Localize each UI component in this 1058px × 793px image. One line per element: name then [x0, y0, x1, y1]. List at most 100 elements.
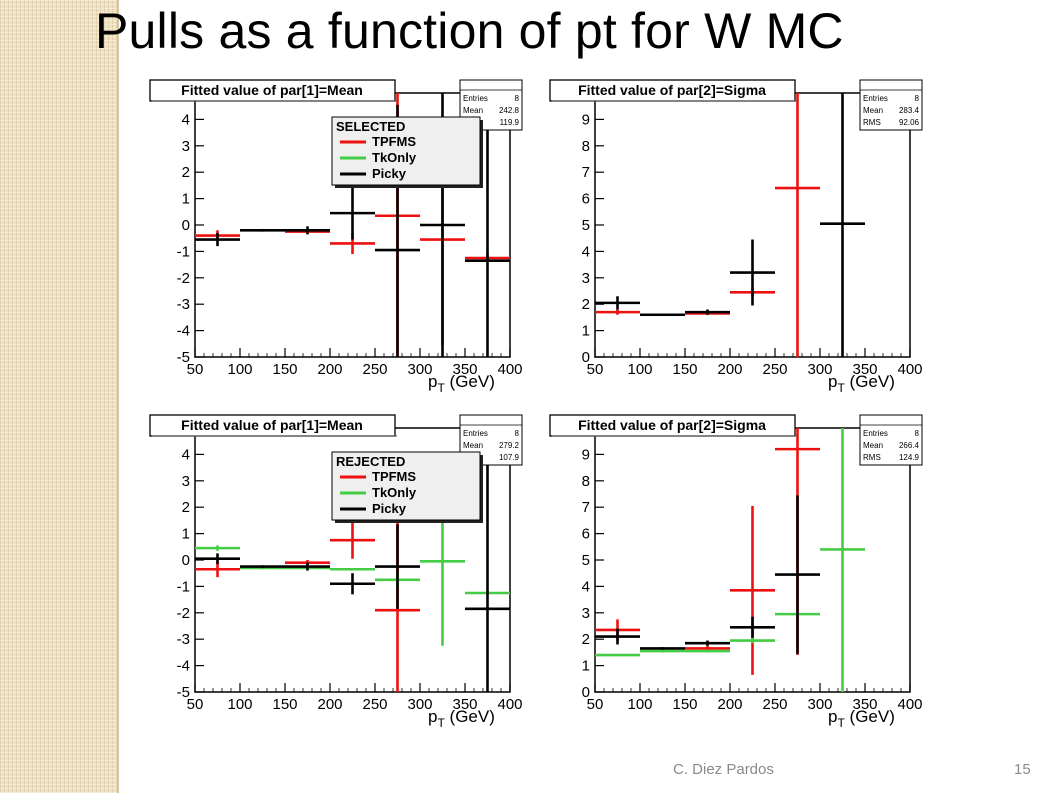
x-tick-label: 350: [852, 696, 877, 713]
y-tick-label: -2: [177, 605, 190, 622]
stats-value: 242.8: [499, 106, 520, 115]
data-point-picky: [240, 228, 285, 232]
y-tick-label: 4: [182, 111, 190, 128]
y-tick-label: 5: [582, 552, 590, 569]
chart-selected-mean: 50 100 150 200 250 300 350 400 -5 -4 -3 -2 -1 0 1 2 3 4 pT…: [149, 79, 523, 395]
x-tick-label: 200: [717, 696, 742, 713]
stats-label: Entries: [863, 94, 888, 103]
slide-title: Pulls as a function of pt for W MC: [95, 3, 844, 59]
x-tick-label: 50: [587, 361, 604, 378]
chart-title: Fitted value of par[1]=Mean: [181, 417, 363, 433]
x-tick-label: 350: [452, 696, 477, 713]
y-tick-label: 0: [182, 217, 190, 234]
stats-value: 8: [915, 429, 920, 438]
y-tick-label: 9: [582, 111, 590, 128]
y-tick-label: 4: [582, 243, 590, 260]
stats-label: Mean: [863, 441, 883, 450]
x-tick-label: 150: [272, 696, 297, 713]
y-tick-label: -2: [177, 270, 190, 287]
data-point-picky: [595, 628, 640, 645]
x-axis-label: pT (GeV): [828, 372, 895, 395]
legend-entry: TPFMS: [372, 469, 416, 484]
y-tick-label: 6: [582, 191, 590, 208]
y-tick-label: 7: [582, 164, 590, 181]
y-tick-label: 3: [182, 473, 190, 490]
x-tick-label: 400: [497, 361, 522, 378]
x-tick-label: 150: [672, 696, 697, 713]
x-tick-label: 300: [407, 361, 432, 378]
legend-title: REJECTED: [336, 454, 405, 469]
x-tick-label: 50: [587, 696, 604, 713]
y-tick-label: -3: [177, 631, 190, 648]
x-tick-label: 300: [807, 361, 832, 378]
legend-entry: TPFMS: [372, 134, 416, 149]
y-tick-label: 9: [582, 446, 590, 463]
data-point-tpfms: [195, 561, 240, 578]
data-point-tkonly: [730, 637, 775, 644]
stats-label: Mean: [463, 441, 483, 450]
y-tick-label: -4: [177, 658, 190, 675]
x-tick-label: 300: [407, 696, 432, 713]
stats-value: 266.4: [899, 441, 920, 450]
y-tick-label: 0: [582, 684, 590, 701]
data-point-picky: [330, 186, 375, 240]
x-tick-label: 400: [897, 696, 922, 713]
stats-value: 279.2: [499, 441, 520, 450]
data-point-picky: [375, 524, 420, 609]
stats-label: RMS: [863, 118, 881, 127]
legend-title: SELECTED: [336, 119, 405, 134]
stats-value: 119.9: [500, 118, 520, 127]
x-tick-label: 250: [762, 696, 787, 713]
stats-value: 124.9: [899, 453, 920, 462]
data-point-tpfms: [775, 93, 820, 357]
data-point-picky: [730, 616, 775, 638]
y-tick-label: 0: [182, 552, 190, 569]
stats-box: [859, 79, 923, 131]
x-tick-label: 400: [497, 696, 522, 713]
data-point-picky: [195, 553, 240, 564]
x-tick-label: 350: [852, 361, 877, 378]
y-tick-label: -5: [177, 684, 190, 701]
data-point-tpfms: [330, 521, 375, 559]
plot-frame: [594, 92, 911, 358]
chart-title: Fitted value of par[2]=Sigma: [578, 417, 766, 433]
y-tick-label: 2: [182, 499, 190, 516]
x-tick-label: 50: [187, 696, 204, 713]
y-tick-label: -5: [177, 349, 190, 366]
x-tick-label: 150: [672, 361, 697, 378]
stats-label: Entries: [863, 429, 888, 438]
stats-box: [859, 414, 923, 466]
x-axis-label: pT (GeV): [428, 372, 495, 395]
stats-label: Mean: [863, 106, 883, 115]
data-point-picky: [640, 647, 685, 650]
y-tick-label: 0: [582, 349, 590, 366]
y-tick-label: 2: [582, 296, 590, 313]
x-tick-label: 100: [627, 361, 652, 378]
x-axis-label: pT (GeV): [428, 707, 495, 730]
stats-label: Mean: [463, 106, 483, 115]
legend-entry: TkOnly: [372, 150, 417, 165]
stats-value: 8: [515, 94, 520, 103]
chart-title: Fitted value of par[1]=Mean: [181, 82, 363, 98]
data-point-tkonly: [685, 649, 730, 653]
y-tick-label: 1: [582, 323, 590, 340]
x-tick-label: 200: [317, 696, 342, 713]
data-point-tkonly: [595, 653, 640, 657]
y-tick-label: 1: [582, 658, 590, 675]
y-tick-label: 1: [182, 191, 190, 208]
y-tick-label: -1: [177, 578, 190, 595]
data-point-picky: [240, 565, 285, 568]
y-tick-label: 2: [182, 164, 190, 181]
y-tick-label: -4: [177, 323, 190, 340]
x-tick-label: 250: [762, 361, 787, 378]
y-tick-label: 3: [582, 605, 590, 622]
data-point-picky: [685, 640, 730, 646]
x-tick-label: 100: [627, 696, 652, 713]
x-tick-label: 300: [807, 696, 832, 713]
data-point-tkonly: [640, 649, 685, 653]
x-tick-label: 50: [187, 361, 204, 378]
data-point-tkonly: [820, 428, 865, 692]
y-tick-label: 4: [582, 578, 590, 595]
x-tick-label: 250: [362, 361, 387, 378]
y-tick-label: 7: [582, 499, 590, 516]
